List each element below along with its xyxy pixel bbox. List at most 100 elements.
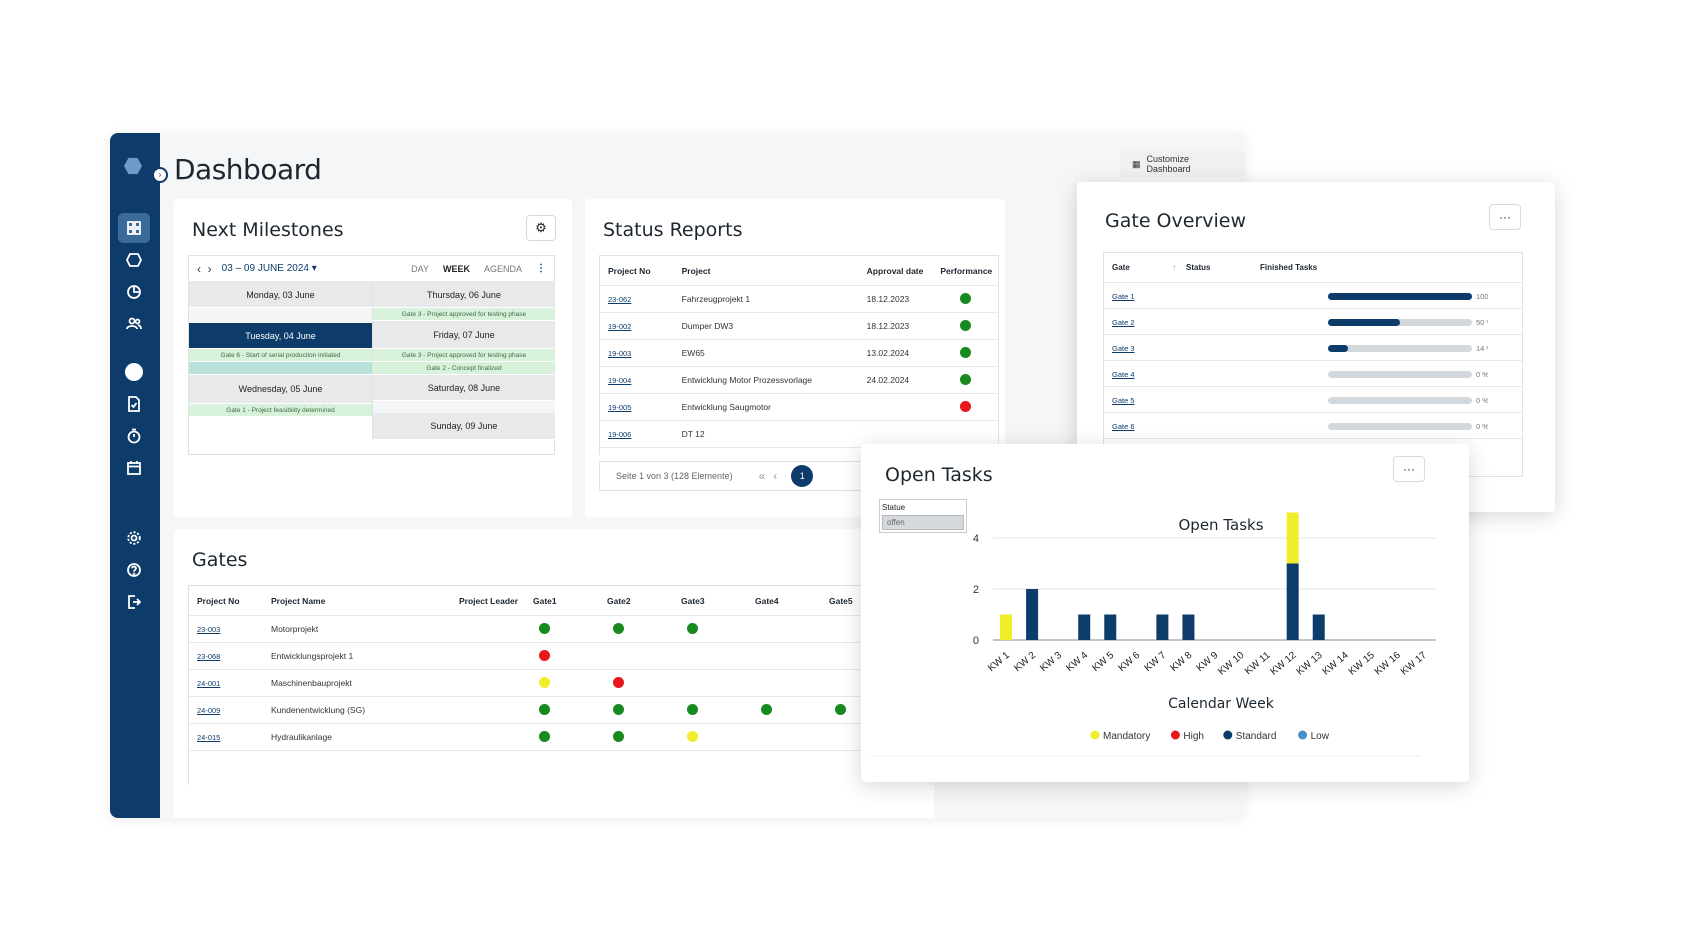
logout-icon (128, 595, 142, 609)
more-options-button[interactable]: ··· (1489, 204, 1521, 230)
gates-title: Gates (192, 549, 248, 571)
sidebar-item-projects[interactable] (118, 245, 150, 275)
sidebar-item-help[interactable] (118, 555, 150, 585)
filter-value[interactable]: offen (882, 515, 964, 530)
day-thursday[interactable]: Thursday, 06 June (373, 282, 555, 308)
col-finished-tasks[interactable]: Finished Tasks (1260, 263, 1318, 272)
project-no-link[interactable]: 24-009 (197, 706, 221, 715)
day-friday[interactable]: Friday, 07 June (373, 321, 555, 349)
status-reports-table: Project No Project Approval date Perform… (599, 255, 999, 455)
table-row[interactable]: Gate 1 100 % (1104, 283, 1522, 309)
gate-link[interactable]: Gate 6 (1112, 421, 1135, 431)
col-approval-date[interactable]: Approval date (866, 265, 924, 276)
table-row[interactable]: 24-009 Kundenentwicklung (SG) (189, 697, 931, 724)
col-gate2[interactable]: Gate2 (607, 595, 631, 606)
day-monday[interactable]: Monday, 03 June (189, 282, 372, 308)
table-row[interactable]: 19-003 EW65 13.02.2024 (600, 340, 998, 367)
day-sunday[interactable]: Sunday, 09 June (373, 413, 555, 440)
table-row[interactable]: 19-004 Entwicklung Motor Prozessvorlage 24… (600, 367, 998, 394)
progress-percent: 0 % (1476, 421, 1488, 431)
view-agenda[interactable]: AGENDA (483, 263, 522, 274)
sidebar-item-reports[interactable] (118, 277, 150, 307)
table-row[interactable]: Gate 6 0 % (1104, 413, 1522, 439)
calendar-event[interactable]: Gate 2 - Concept finalized (373, 362, 555, 375)
project-name: Kundenentwicklung (SG) (271, 705, 366, 715)
col-project-leader[interactable]: Project Leader (459, 595, 519, 606)
col-gate[interactable]: Gate (1112, 263, 1130, 272)
calendar-prev-next[interactable]: ‹ › (197, 261, 212, 276)
col-gate1[interactable]: Gate1 (533, 595, 557, 606)
sidebar-item-logout[interactable] (118, 587, 150, 617)
sidebar-item-settings[interactable] (118, 523, 150, 553)
gate-link[interactable]: Gate 3 (1112, 343, 1135, 353)
table-row[interactable]: Gate 3 14 % (1104, 335, 1522, 361)
kebab-menu-icon[interactable]: ⋮ (536, 263, 546, 274)
table-row[interactable]: 23-062 Fahrzeugprojekt 1 18.12.2023 (600, 286, 998, 313)
table-row[interactable]: 19-002 Dumper DW3 18.12.2023 (600, 313, 998, 340)
col-gate5[interactable]: Gate5 (829, 595, 853, 606)
table-row[interactable]: 24-015 Hydraulikanlage (189, 724, 931, 751)
project-no-link[interactable]: 19-002 (608, 322, 632, 331)
day-saturday[interactable]: Saturday, 08 June (373, 375, 555, 401)
sidebar-item-tasks[interactable] (118, 389, 150, 419)
gate-link[interactable]: Gate 1 (1112, 291, 1135, 301)
sidebar: › (110, 133, 168, 818)
table-row[interactable]: 19-005 Entwicklung Saugmotor (600, 394, 998, 421)
table-row[interactable]: 23-068 Entwicklungsprojekt 1 (189, 643, 931, 670)
project-no-link[interactable]: 19-003 (608, 349, 632, 358)
approval-date: 24.02.2024 (866, 375, 910, 385)
gate-status-dot (613, 703, 624, 715)
table-header: Project No Project Name Project Leader G… (189, 586, 931, 616)
pager-prev-icons[interactable]: «‹ (758, 469, 786, 483)
calendar-event[interactable]: Gate 3 - Project approved for testing ph… (373, 349, 555, 362)
col-status[interactable]: Status (1186, 263, 1211, 272)
gate-link[interactable]: Gate 4 (1112, 369, 1135, 379)
project-no-link[interactable]: 24-001 (197, 679, 221, 688)
table-row[interactable]: 24-001 Maschinenbauprojekt (189, 670, 931, 697)
table-row[interactable]: Gate 5 0 % (1104, 387, 1522, 413)
page-button[interactable]: 1 (791, 465, 814, 487)
table-row[interactable]: 23-003 Motorprojekt (189, 616, 931, 643)
table-row[interactable]: Gate 4 0 % (1104, 361, 1522, 387)
sidebar-item-profile[interactable] (118, 357, 150, 387)
calendar-event[interactable]: Gate 3 - Project approved for testing ph… (373, 308, 555, 321)
col-project-name[interactable]: Project Name (271, 595, 326, 606)
project-no-link[interactable]: 23-003 (197, 625, 221, 634)
status-filter[interactable]: Statue offen (879, 499, 967, 533)
gate-link[interactable]: Gate 5 (1112, 395, 1135, 405)
sidebar-toggle-icon[interactable]: › (152, 167, 168, 183)
gate-link[interactable]: Gate 2 (1112, 317, 1135, 327)
col-project-no[interactable]: Project No (197, 595, 240, 606)
project-no-link[interactable]: 19-004 (608, 376, 632, 385)
view-week[interactable]: WEEK (442, 263, 470, 274)
sidebar-item-dashboard[interactable] (118, 213, 150, 243)
chevron-down-icon[interactable]: ▾ (308, 263, 317, 274)
more-options-button[interactable]: ··· (1393, 456, 1425, 482)
day-wednesday[interactable]: Wednesday, 05 June (189, 375, 372, 404)
sidebar-item-users[interactable] (118, 309, 150, 339)
calendar-event[interactable]: Gate 6 - Start of serial production init… (189, 349, 372, 362)
table-row[interactable]: 19-006 DT 12 (600, 421, 998, 448)
col-project-no[interactable]: Project No (608, 265, 651, 276)
col-performance[interactable]: Performance (940, 265, 993, 276)
calendar-event[interactable]: Gate 1 - Project feasibility determined (189, 404, 372, 417)
col-gate3[interactable]: Gate3 (681, 595, 705, 606)
project-name: DT 12 (681, 429, 705, 439)
sort-arrow-icon[interactable]: ↑ (1172, 263, 1176, 272)
calendar-range[interactable]: 03 – 09 JUNE 2024 (221, 263, 309, 274)
col-project[interactable]: Project (681, 265, 711, 276)
sidebar-item-calendar[interactable] (118, 453, 150, 483)
customize-dashboard-button[interactable]: ▦ Customize Dashboard (1120, 151, 1245, 177)
sidebar-item-timer[interactable] (118, 421, 150, 451)
project-no-link[interactable]: 19-006 (608, 430, 632, 439)
col-gate4[interactable]: Gate4 (755, 595, 779, 606)
milestones-settings-button[interactable]: ⚙ (526, 215, 556, 241)
project-no-link[interactable]: 24-015 (197, 733, 221, 742)
table-row[interactable]: Gate 2 50 % (1104, 309, 1522, 335)
day-tuesday[interactable]: Tuesday, 04 June (189, 323, 372, 349)
project-no-link[interactable]: 23-068 (197, 652, 221, 661)
pager-text: Seite 1 von 3 (128 Elemente) (616, 471, 733, 481)
project-no-link[interactable]: 23-062 (608, 295, 632, 304)
project-no-link[interactable]: 19-005 (608, 403, 632, 412)
view-day[interactable]: DAY (411, 263, 429, 274)
